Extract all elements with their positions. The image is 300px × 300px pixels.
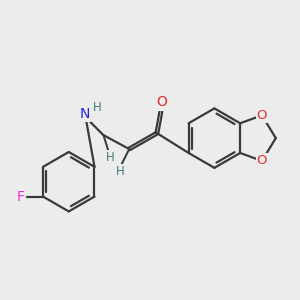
Text: O: O bbox=[257, 154, 267, 167]
Text: F: F bbox=[16, 190, 24, 204]
Text: H: H bbox=[116, 165, 125, 178]
Text: O: O bbox=[157, 95, 167, 110]
Text: N: N bbox=[80, 107, 90, 121]
Text: H: H bbox=[106, 152, 115, 164]
Text: H: H bbox=[93, 101, 102, 114]
Text: O: O bbox=[257, 109, 267, 122]
